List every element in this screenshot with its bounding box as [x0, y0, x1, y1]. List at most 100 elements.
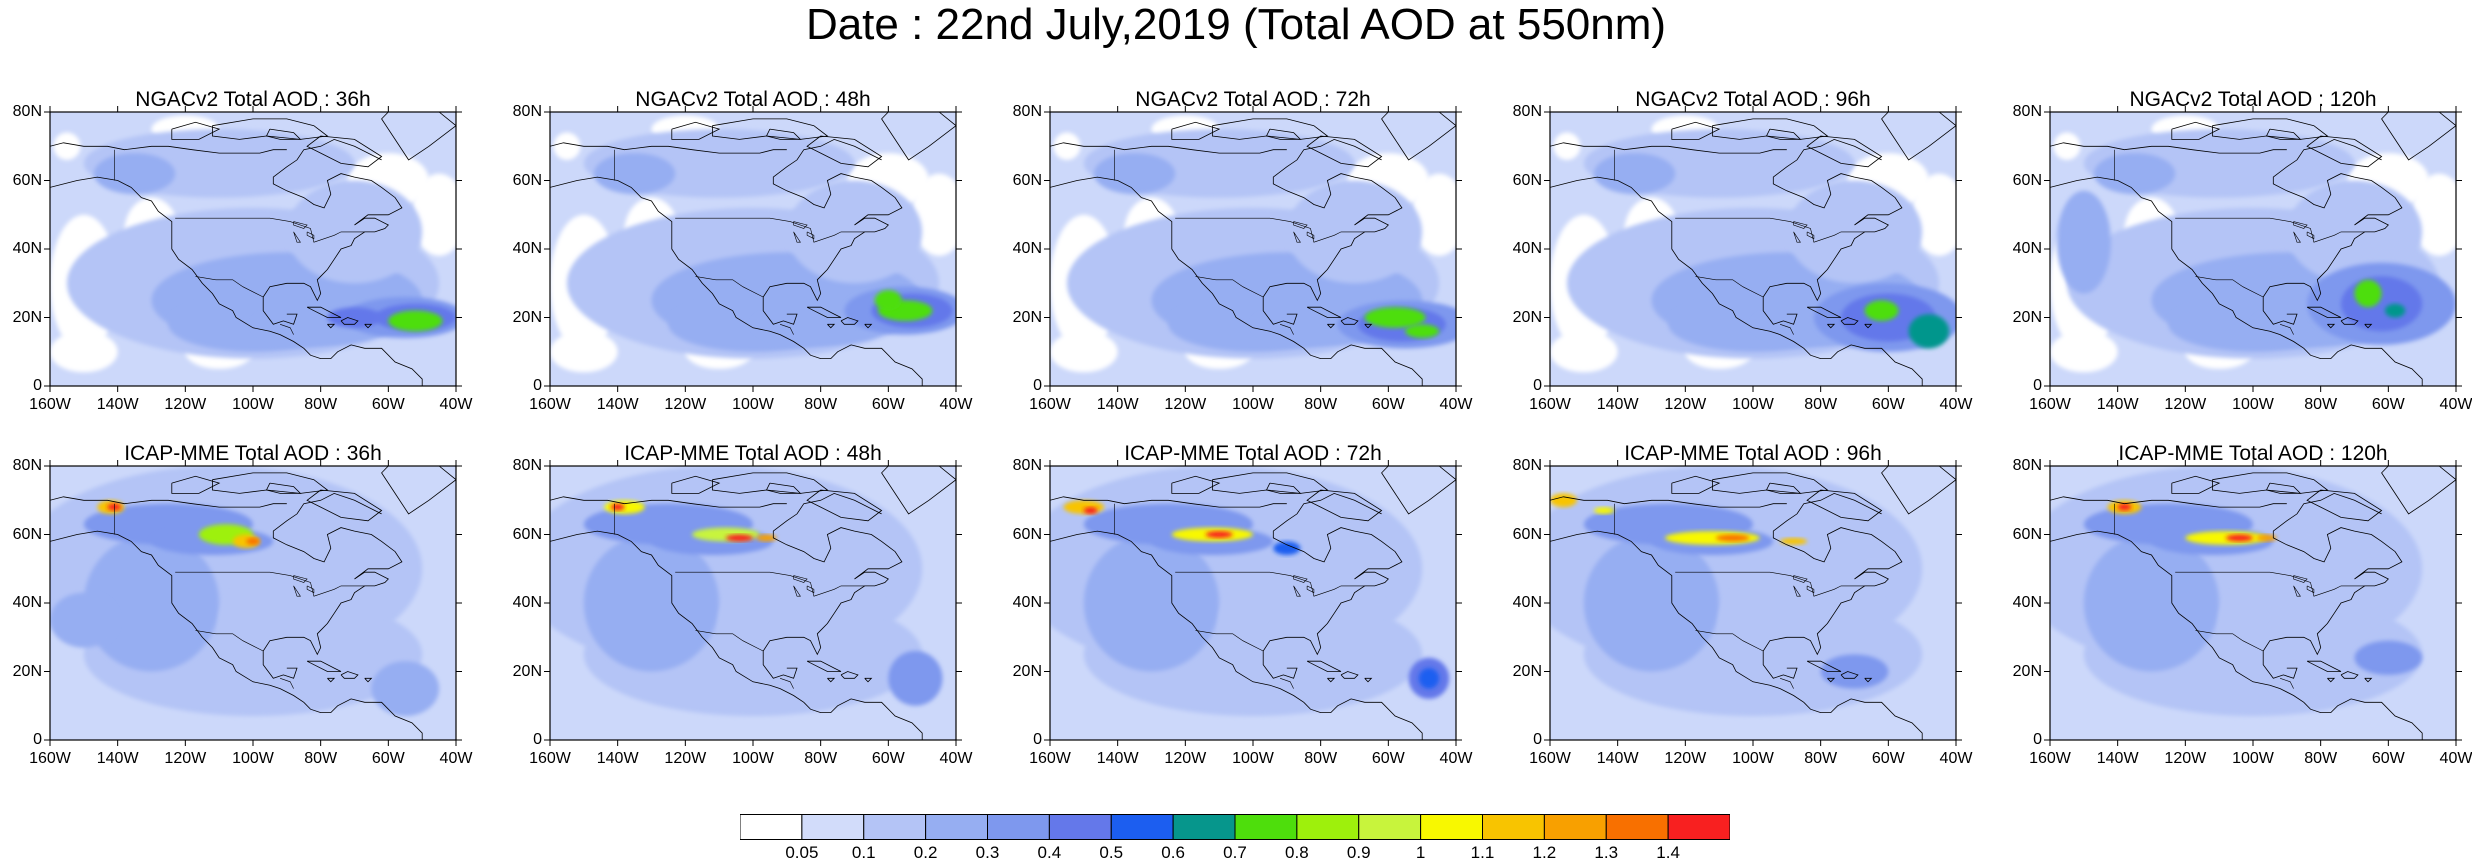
country-border: [2280, 324, 2294, 335]
x-tick-label: 100W: [232, 750, 274, 767]
x-tick-label: 40W: [2439, 396, 2472, 413]
y-tick-label: 20N: [1512, 662, 1542, 680]
island-outline: [1671, 475, 1721, 494]
panel-title: ICAP-MME Total AOD : 96h: [1624, 442, 1882, 465]
island-outline: [1840, 671, 1859, 679]
coastline: [550, 176, 923, 386]
x-tick-label: 60W: [1371, 396, 1405, 413]
country-border: [1195, 630, 1264, 652]
island-outline: [881, 466, 956, 515]
y-tick-label: 40N: [512, 594, 542, 611]
aod-plume: [1820, 654, 1889, 689]
y-tick-label: 60N: [1512, 171, 1542, 189]
aod-plume: [1083, 507, 1098, 514]
lake-outline: [2293, 585, 2301, 597]
y-tick-label: 40N: [1012, 594, 1042, 611]
lake-outline: [306, 585, 315, 594]
colorbar-label: 0.1: [851, 843, 876, 862]
x-tick-label: 100W: [2232, 396, 2274, 413]
x-tick-label: 160W: [529, 396, 571, 413]
coastlines: [50, 466, 456, 740]
coastline: [1762, 492, 1903, 679]
y-tick-label: 20N: [512, 308, 542, 326]
island-outline: [340, 317, 359, 325]
island-outline: [1881, 466, 1956, 515]
island-outline: [765, 482, 802, 494]
aod-plume: [583, 534, 720, 672]
colorbar-swatch: [987, 814, 1050, 840]
y-tick-label: 0: [1033, 731, 1042, 748]
aod-map: [2044, 106, 2462, 392]
colorbar-label: 0.6: [1161, 843, 1185, 862]
x-tick-label: 80W: [1804, 750, 1838, 767]
map-panel: NGACv2 Total AOD : 48h 80N 60N 40N 20N 0 160W 1…: [500, 88, 1000, 440]
low-aod-patch: [550, 331, 618, 373]
x-tick-label: 160W: [1529, 396, 1571, 413]
x-tick-label: 40W: [1939, 396, 1973, 413]
x-tick-label: 120W: [164, 750, 207, 767]
aod-plume: [1418, 668, 1440, 689]
island-outline: [1340, 671, 1359, 679]
y-tick-label: 40N: [1512, 240, 1542, 257]
coastlines: [50, 112, 456, 386]
island-outline: [1340, 317, 1359, 325]
x-tick-label: 140W: [596, 750, 639, 767]
aod-plume: [83, 534, 220, 672]
x-tick-label: 120W: [1164, 396, 1207, 413]
colorbar-label: 1.2: [1532, 843, 1557, 862]
country-border: [695, 276, 764, 298]
y-tick-label: 20N: [2012, 662, 2042, 680]
y-tick-label: 40N: [2012, 594, 2042, 611]
island-outline: [1327, 323, 1336, 329]
lake-outline: [1293, 221, 1308, 229]
country-border: [280, 324, 294, 335]
colorbar-swatch: [1358, 814, 1422, 840]
island-outline: [1364, 677, 1373, 683]
coastlines: [1050, 466, 1456, 740]
aod-plume: [2340, 276, 2423, 332]
island-outline: [881, 112, 956, 161]
island-outline: [864, 677, 873, 683]
x-tick-label: 100W: [1232, 396, 1274, 413]
aod-plume: [1715, 534, 1750, 542]
y-tick-label: 80N: [12, 457, 42, 474]
aod-plume: [1063, 500, 1105, 514]
x-tick-label: 100W: [1232, 750, 1274, 767]
island-outline: [211, 472, 329, 494]
island-outline: [1306, 489, 1383, 522]
x-tick-label: 140W: [1596, 750, 1639, 767]
island-outline: [2381, 112, 2456, 161]
map-panel: NGACv2 Total AOD : 96h 80N 60N 40N 20N 0 160W 1…: [1500, 88, 2000, 440]
colorbar-label: 1: [1415, 843, 1426, 862]
panel-title: NGACv2 Total AOD : 96h: [1635, 88, 1871, 111]
x-tick-label: 120W: [2164, 396, 2207, 413]
lake-outline: [793, 575, 808, 583]
colorbar-swatches: [739, 814, 1731, 840]
lake-outline: [293, 575, 308, 583]
island-outline: [1864, 323, 1873, 329]
coastline: [1550, 496, 1787, 508]
y-tick-label: 40N: [12, 240, 42, 257]
aod-plume: [388, 310, 443, 332]
country-border: [1280, 324, 1294, 335]
island-outline: [2171, 475, 2221, 494]
aod-plume: [888, 650, 943, 706]
low-aod-patch: [553, 132, 581, 160]
x-tick-label: 60W: [1371, 750, 1405, 767]
island-outline: [827, 323, 836, 329]
y-tick-label: 0: [1033, 377, 1042, 394]
colorbar-label: 0.4: [1037, 843, 1062, 862]
x-tick-label: 60W: [1871, 750, 1905, 767]
x-tick-label: 120W: [664, 750, 707, 767]
map-panel: ICAP-MME Total AOD : 120h 80N 60N 40N 20N 0 16…: [2000, 442, 2472, 794]
map-panel: ICAP-MME Total AOD : 72h 80N 60N 40N 20N 0 160…: [1000, 442, 1500, 794]
country-border: [1675, 571, 1865, 597]
aod-map: [1544, 106, 1962, 392]
y-tick-label: 80N: [1512, 457, 1542, 474]
aod-plume: [1405, 324, 1440, 339]
colorbar-label: 0.8: [1285, 843, 1309, 862]
island-outline: [340, 671, 359, 679]
coastline: [1550, 530, 1923, 740]
island-outline: [1806, 306, 1842, 318]
coastlines: [2050, 112, 2456, 386]
